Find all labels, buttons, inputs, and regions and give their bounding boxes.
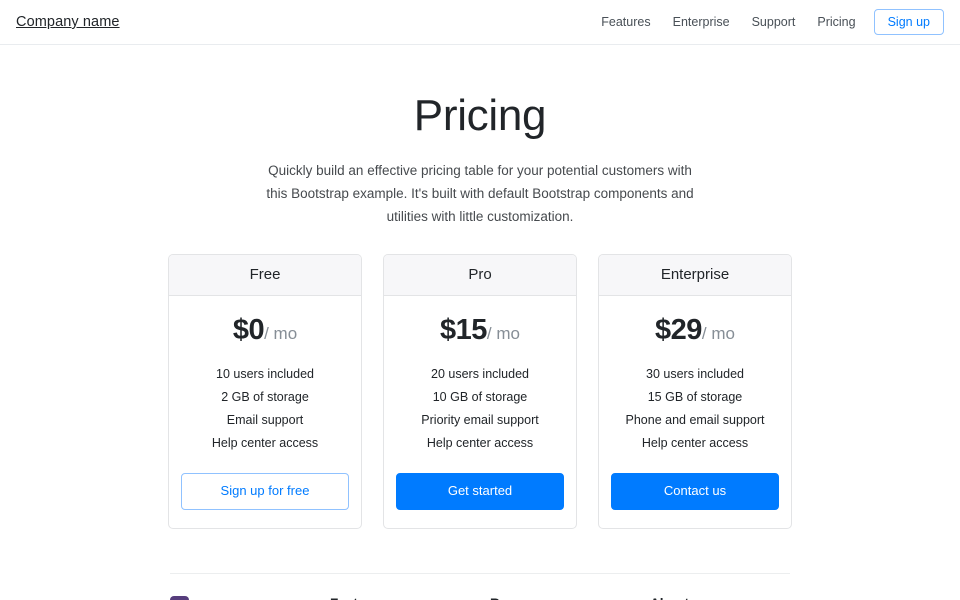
- nav-link-support[interactable]: Support: [751, 15, 796, 29]
- list-item: 20 users included: [431, 367, 529, 382]
- pricing-card-title: Free: [169, 255, 361, 297]
- footer: B © 2017 Features Cool stuff Random feat…: [170, 572, 790, 600]
- list-item: Help center access: [211, 435, 319, 450]
- navbar-brand[interactable]: Company name: [16, 14, 120, 30]
- pricing-card-price: $0/ mo: [181, 315, 349, 347]
- sign-up-for-free-button[interactable]: Sign up for free: [181, 473, 349, 510]
- pricing-card-title: Pro: [384, 255, 576, 297]
- list-item: 2 GB of storage: [221, 390, 309, 405]
- navbar-links: Features Enterprise Support Pricing Sign…: [590, 8, 944, 36]
- contact-us-button[interactable]: Contact us: [611, 473, 779, 510]
- list-item: 15 GB of storage: [647, 390, 743, 405]
- pricing-feature-list: 30 users included 15 GB of storage Phone…: [611, 363, 779, 454]
- pricing-feature-list: 20 users included 10 GB of storage Prior…: [396, 363, 564, 454]
- pricing-card-price: $15/ mo: [396, 315, 564, 347]
- list-item: Phone and email support: [625, 412, 765, 427]
- pricing-feature-list: 10 users included 2 GB of storage Email …: [181, 363, 349, 454]
- pricing-card-price: $29/ mo: [611, 315, 779, 347]
- pricing-card-enterprise: Enterprise $29/ mo 30 users included 15 …: [598, 254, 792, 529]
- list-item: Help center access: [641, 435, 749, 450]
- pricing-card-pro: Pro $15/ mo 20 users included 10 GB of s…: [383, 254, 577, 529]
- price-period: / mo: [486, 324, 520, 344]
- price-period: / mo: [264, 324, 298, 344]
- pricing-card-body: $0/ mo 10 users included 2 GB of storage…: [169, 296, 361, 527]
- nav-link-pricing[interactable]: Pricing: [817, 15, 856, 29]
- navbar: Company name Features Enterprise Support…: [0, 0, 960, 45]
- list-item: 10 users included: [216, 367, 314, 382]
- pricing-card-title: Enterprise: [599, 255, 791, 297]
- list-item: Priority email support: [421, 412, 539, 427]
- footer-column-features: Features Cool stuff Random feature Team …: [330, 596, 490, 600]
- footer-brand: B © 2017: [170, 595, 330, 600]
- get-started-button[interactable]: Get started: [396, 473, 564, 510]
- pricing-card-free: Free $0/ mo 10 users included 2 GB of st…: [168, 254, 362, 529]
- footer-column-title: Features: [330, 596, 490, 600]
- sign-up-button[interactable]: Sign up: [873, 8, 944, 36]
- footer-column-title: About: [650, 596, 810, 600]
- page-title: Pricing: [413, 91, 547, 140]
- nav-link-enterprise[interactable]: Enterprise: [672, 15, 730, 29]
- footer-column-title: Resources: [490, 596, 650, 600]
- price-amount: $29: [655, 314, 702, 347]
- bootstrap-logo-icon: B: [170, 595, 189, 600]
- pricing-card-body: $29/ mo 30 users included 15 GB of stora…: [599, 296, 791, 527]
- price-period: / mo: [701, 324, 735, 344]
- list-item: Email support: [226, 412, 304, 427]
- pricing-card-body: $15/ mo 20 users included 10 GB of stora…: [384, 296, 576, 527]
- list-item: 10 GB of storage: [432, 390, 528, 405]
- footer-column-about: About Team Locations Privacy Terms: [650, 596, 810, 600]
- price-amount: $0: [232, 314, 265, 347]
- nav-link-features[interactable]: Features: [601, 15, 651, 29]
- hero-description: Quickly build an effective pricing table…: [266, 162, 694, 225]
- list-item: Help center access: [426, 435, 534, 450]
- pricing-card-deck: Free $0/ mo 10 users included 2 GB of st…: [0, 254, 960, 529]
- hero-section: Pricing Quickly build an effective prici…: [0, 45, 960, 228]
- list-item: 30 users included: [646, 367, 744, 382]
- footer-column-resources: Resources Resource Resource name Another…: [490, 596, 650, 600]
- price-amount: $15: [440, 314, 487, 347]
